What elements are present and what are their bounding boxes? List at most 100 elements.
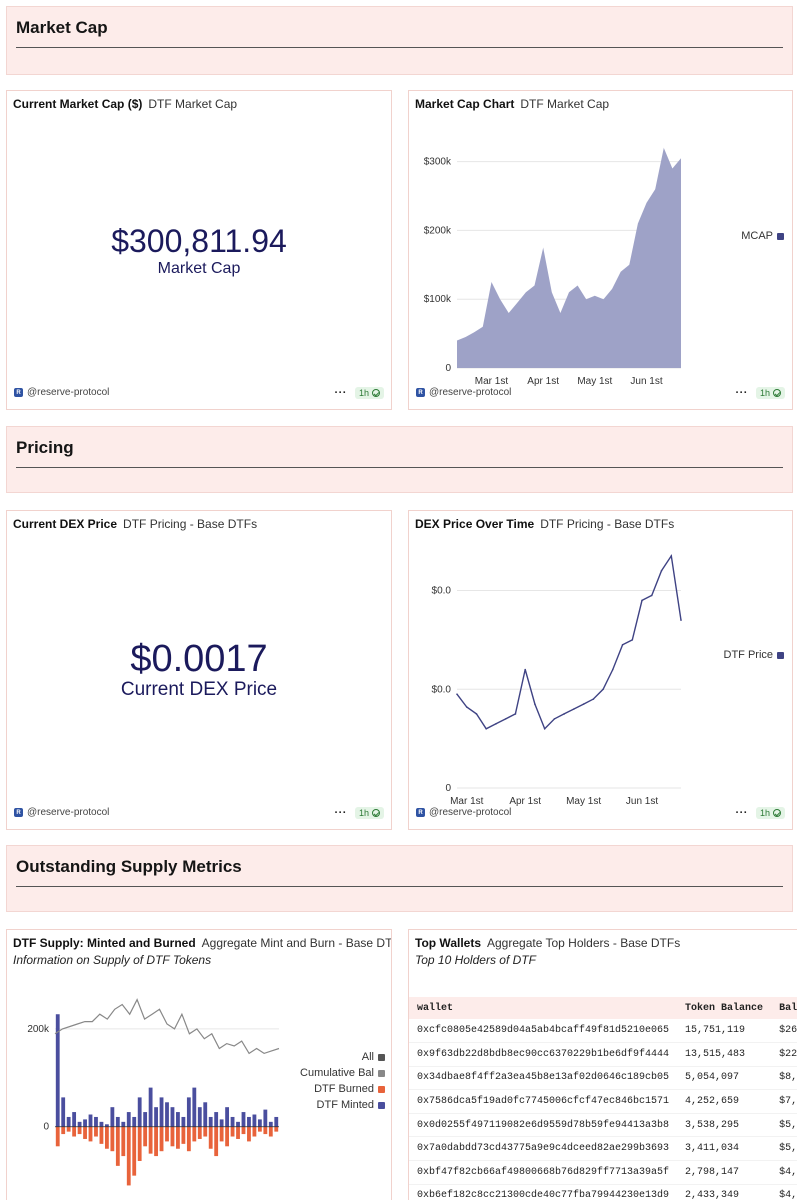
minted-bar[interactable]	[132, 1116, 137, 1127]
minted-bar[interactable]	[192, 1087, 197, 1127]
card-title[interactable]: Market Cap Chart	[415, 97, 515, 111]
legend-item-burned[interactable]: DTF Burned	[285, 1081, 385, 1097]
burned-bar[interactable]	[268, 1126, 273, 1137]
burned-bar[interactable]	[77, 1126, 82, 1135]
card-subtitle[interactable]: DTF Pricing - Base DTFs	[540, 517, 675, 531]
burned-bar[interactable]	[110, 1126, 115, 1152]
minted-bar[interactable]	[137, 1097, 142, 1127]
mcap-area[interactable]	[457, 147, 681, 368]
table-row[interactable]: 0xb6ef182c8cc21300cde40c77fba79944230e13…	[409, 1184, 797, 1200]
minted-bar[interactable]	[241, 1112, 246, 1127]
price-point[interactable]	[514, 713, 517, 715]
burned-bar[interactable]	[61, 1126, 66, 1135]
legend-item-minted[interactable]: DTF Minted	[285, 1097, 385, 1113]
card-subtitle[interactable]: Aggregate Top Holders - Base DTFs	[487, 936, 681, 950]
dtf-price-line[interactable]	[456, 553, 682, 731]
price-point[interactable]	[660, 569, 663, 572]
minted-bar[interactable]	[94, 1116, 98, 1127]
minted-bar[interactable]	[230, 1116, 235, 1127]
burned-bar[interactable]	[203, 1126, 208, 1137]
refresh-badge[interactable]: 1h	[755, 387, 785, 399]
minted-bar[interactable]	[66, 1116, 71, 1127]
minted-bar[interactable]	[208, 1116, 213, 1127]
author-link[interactable]: R @reserve-protocol	[416, 387, 511, 398]
price-point[interactable]	[612, 668, 614, 671]
price-point[interactable]	[641, 599, 643, 602]
refresh-badge[interactable]: 1h	[354, 387, 384, 399]
price-point[interactable]	[670, 555, 673, 557]
burned-bar[interactable]	[181, 1126, 186, 1144]
burned-bar[interactable]	[274, 1126, 279, 1132]
refresh-badge[interactable]: 1h	[755, 807, 785, 819]
burned-bar[interactable]	[241, 1126, 246, 1135]
minted-bar[interactable]	[181, 1116, 186, 1127]
minted-bar[interactable]	[236, 1121, 240, 1127]
burned-bar[interactable]	[214, 1126, 219, 1157]
price-point[interactable]	[563, 713, 565, 715]
card-title[interactable]: DTF Supply: Minted and Burned	[13, 936, 196, 950]
column-header-token-balance[interactable]: Token Balance	[677, 997, 772, 1019]
burned-bar[interactable]	[176, 1126, 180, 1149]
author-link[interactable]: R @reserve-protocol	[14, 387, 109, 398]
burned-bar[interactable]	[219, 1126, 224, 1142]
minted-bar[interactable]	[88, 1114, 93, 1127]
burned-bar[interactable]	[225, 1126, 230, 1147]
minted-bar[interactable]	[247, 1116, 251, 1127]
minted-bar[interactable]	[154, 1107, 158, 1127]
burned-bar[interactable]	[230, 1126, 235, 1137]
price-point[interactable]	[504, 718, 507, 720]
minted-bar[interactable]	[104, 1124, 109, 1127]
minted-bar[interactable]	[121, 1121, 126, 1127]
market-cap-area-chart[interactable]: 0 $100k $200k $300k Mar 1st Apr 1st May 1st Jun…	[409, 91, 793, 410]
burned-bar[interactable]	[154, 1126, 158, 1157]
more-options-icon[interactable]: ···	[735, 387, 748, 399]
cumulative-balance-line[interactable]	[54, 998, 280, 1055]
price-point[interactable]	[553, 718, 556, 720]
table-row[interactable]: 0x0d0255f497119082e6d9559d78b59fe94413a3…	[409, 1113, 797, 1138]
refresh-badge[interactable]: 1h	[354, 807, 384, 819]
price-point[interactable]	[650, 594, 653, 597]
legend-item-dtf-price[interactable]: DTF Price	[694, 647, 784, 663]
minted-bar[interactable]	[159, 1097, 164, 1127]
price-point[interactable]	[475, 713, 478, 715]
minted-bar[interactable]	[176, 1112, 180, 1127]
burned-bar[interactable]	[197, 1126, 202, 1139]
supply-bar-chart[interactable]: 0 200k	[7, 930, 392, 1200]
card-subtitle[interactable]: DTF Market Cap	[148, 97, 238, 111]
minted-bar[interactable]	[263, 1109, 268, 1127]
burned-bar[interactable]	[66, 1126, 71, 1132]
minted-bar[interactable]	[186, 1097, 191, 1127]
burned-bar[interactable]	[170, 1126, 175, 1147]
table-row[interactable]: 0xbf47f82cb66af49800668b76d829ff7713a39a…	[409, 1160, 797, 1185]
price-point[interactable]	[543, 727, 546, 730]
legend-item-cumulative[interactable]: Cumulative Bal	[285, 1065, 385, 1081]
table-row[interactable]: 0x7586dca5f19ad0fc7745006cfcf47ec846bc15…	[409, 1089, 797, 1114]
minted-bar[interactable]	[214, 1112, 219, 1127]
burned-bar[interactable]	[236, 1126, 240, 1139]
burned-bar[interactable]	[99, 1126, 104, 1144]
card-title[interactable]: DEX Price Over Time	[415, 517, 535, 531]
burned-bar[interactable]	[88, 1126, 93, 1142]
card-subtitle[interactable]: Aggregate Mint and Burn - Base DTFs	[201, 936, 392, 950]
burned-bar[interactable]	[115, 1126, 120, 1166]
minted-bar[interactable]	[165, 1102, 169, 1127]
minted-bar[interactable]	[257, 1119, 262, 1127]
minted-bar[interactable]	[126, 1112, 131, 1127]
burned-bar[interactable]	[72, 1126, 77, 1137]
price-point[interactable]	[485, 727, 488, 730]
price-point[interactable]	[524, 668, 526, 671]
price-point[interactable]	[592, 698, 595, 700]
price-point[interactable]	[495, 723, 497, 725]
more-options-icon[interactable]: ···	[334, 387, 347, 399]
burned-bar[interactable]	[94, 1126, 98, 1137]
table-row[interactable]: 0x34dbae8f4ff2a3ea45b8e13af02d0646c189cb…	[409, 1066, 797, 1091]
card-title[interactable]: Current DEX Price	[13, 517, 118, 531]
minted-bar[interactable]	[219, 1119, 224, 1127]
price-point[interactable]	[573, 708, 575, 710]
price-point[interactable]	[465, 706, 468, 708]
minted-bar[interactable]	[197, 1107, 202, 1127]
burned-bar[interactable]	[252, 1126, 257, 1137]
burned-bar[interactable]	[137, 1126, 142, 1161]
burned-bar[interactable]	[165, 1126, 169, 1142]
minted-bar[interactable]	[225, 1107, 230, 1127]
